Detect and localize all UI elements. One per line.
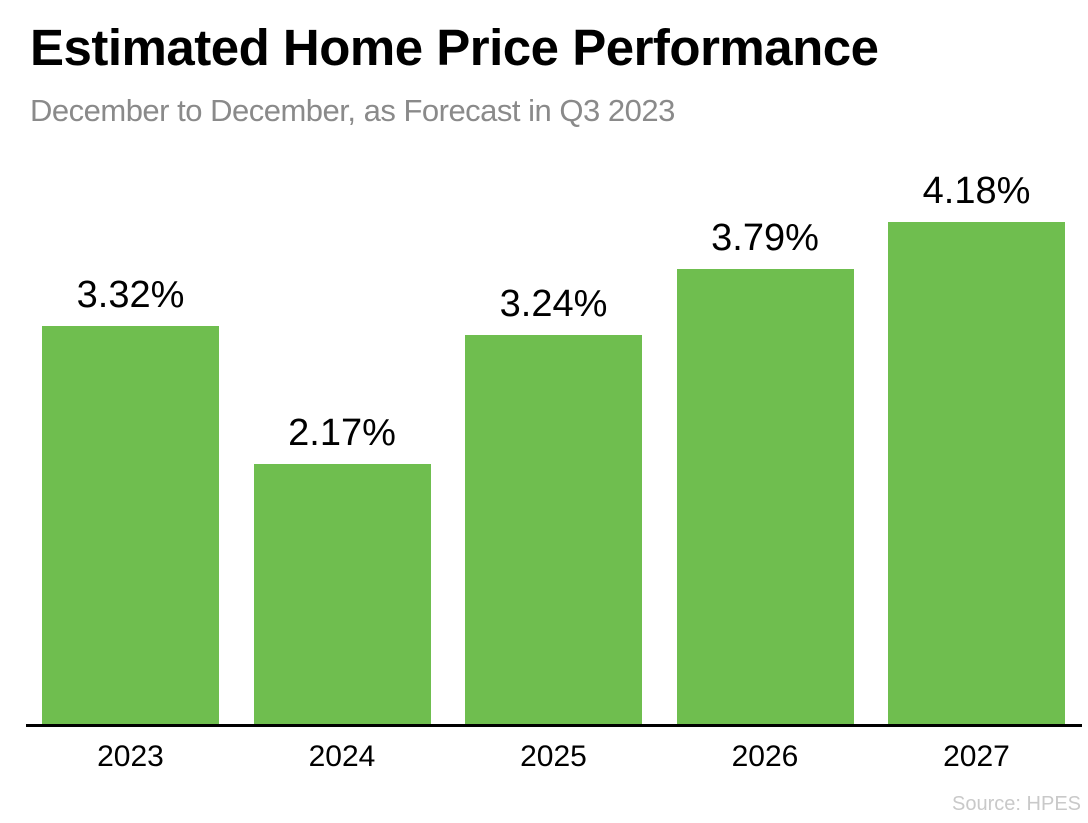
bar-2026: 3.79%: [676, 217, 854, 724]
bar-value-label: 3.24%: [499, 283, 608, 325]
x-axis-labels: 2023 2024 2025 2026 2027: [42, 740, 1065, 774]
bar-value-label: 2.17%: [288, 412, 396, 454]
chart-subtitle: December to December, as Forecast in Q3 …: [30, 93, 675, 128]
chart-title: Estimated Home Price Performance: [30, 19, 879, 76]
bar-2025: 3.24%: [465, 283, 642, 724]
source-credit: Source: HPES: [952, 793, 1081, 815]
bar-2023: 3.32%: [42, 274, 219, 724]
bar-2024: 2.17%: [253, 412, 431, 724]
x-tick-label-2023: 2023: [97, 740, 164, 773]
bar-value-label: 3.79%: [711, 217, 819, 259]
x-tick-label-2025: 2025: [520, 740, 587, 773]
x-tick-label-2026: 2026: [731, 740, 799, 773]
bar-2027: 4.18%: [888, 170, 1065, 724]
x-tick-label-2024: 2024: [308, 740, 376, 773]
x-tick-label-2027: 2027: [943, 740, 1010, 773]
bar-value-label: 4.18%: [922, 170, 1031, 212]
plot-area: 3.32% 2.17% 3.24% 3.79% 4.18%: [26, 160, 1082, 727]
bar-value-label: 3.32%: [76, 274, 185, 316]
bar-series: 3.32% 2.17% 3.24% 3.79% 4.18%: [42, 160, 1065, 724]
